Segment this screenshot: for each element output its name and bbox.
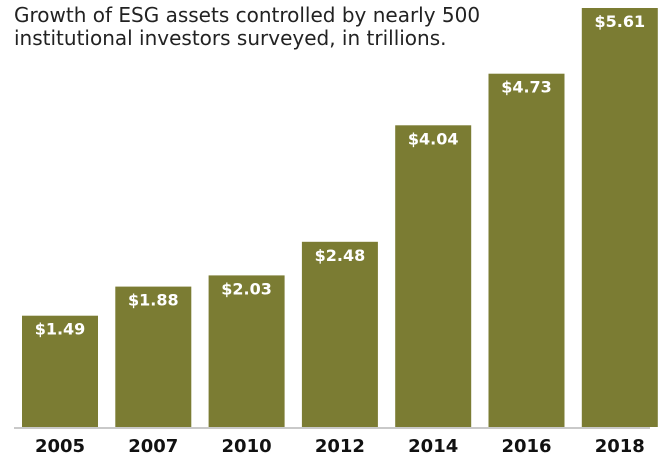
bar-labels-layer: $1.49 $1.88 $2.03 $2.48 $4.04 $4.73 $5.61 bbox=[35, 12, 645, 339]
bar-2018 bbox=[581, 8, 658, 427]
bar-2012 bbox=[301, 241, 378, 427]
bar-value-label-2016: $4.73 bbox=[501, 78, 552, 97]
chart-title: Growth of ESG assets controlled by nearl… bbox=[14, 3, 481, 50]
bar-2007 bbox=[115, 286, 192, 427]
bar-value-label-2014: $4.04 bbox=[408, 129, 459, 148]
bar-2016 bbox=[488, 73, 565, 427]
x-tick-label-2012: 2012 bbox=[315, 436, 365, 457]
bar-value-label-2012: $2.48 bbox=[315, 246, 366, 265]
x-tick-label-2010: 2010 bbox=[222, 436, 272, 457]
bar-2005 bbox=[22, 315, 98, 427]
bars-layer bbox=[22, 8, 658, 428]
bar-value-label-2005: $1.49 bbox=[35, 320, 86, 339]
x-tick-labels: 2005 2007 2010 2012 2014 2016 2018 bbox=[35, 436, 645, 457]
bar-value-label-2010: $2.03 bbox=[221, 279, 272, 298]
x-tick-label-2014: 2014 bbox=[408, 436, 458, 457]
x-tick-label-2005: 2005 bbox=[35, 436, 85, 457]
bar-2014 bbox=[395, 125, 472, 428]
bar-value-label-2007: $1.88 bbox=[128, 291, 179, 310]
bar-2010 bbox=[208, 275, 285, 427]
bar-value-label-2018: $5.61 bbox=[594, 12, 645, 31]
x-tick-label-2016: 2016 bbox=[501, 436, 551, 457]
x-tick-label-2007: 2007 bbox=[128, 436, 178, 457]
x-tick-label-2018: 2018 bbox=[595, 436, 645, 457]
